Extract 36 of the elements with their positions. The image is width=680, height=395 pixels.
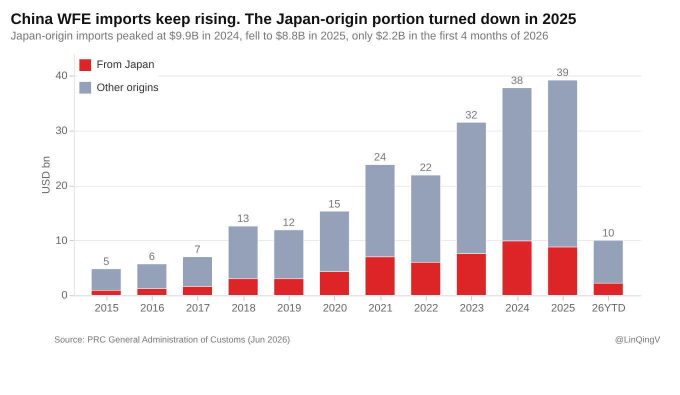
total-label: 13 xyxy=(237,213,250,226)
text: @LinQingV xyxy=(614,334,660,345)
total-label: 38 xyxy=(510,74,524,87)
total-label: 7 xyxy=(194,244,201,256)
y-tick-label: 0 xyxy=(61,290,68,302)
total-label: 32 xyxy=(465,109,478,122)
total-label: 12 xyxy=(282,217,295,230)
total-label: 22 xyxy=(420,162,432,174)
x-tick-label: 2019 xyxy=(277,302,302,315)
y-tick-label: 40 xyxy=(55,70,68,82)
x-tick-label: 26YTD xyxy=(592,302,626,315)
x-tick-label: 2022 xyxy=(414,302,438,315)
x-tick-label: 2023 xyxy=(460,302,484,315)
legend-label: From Japan xyxy=(96,59,154,72)
y-axis-title: USD bn xyxy=(40,156,53,194)
x-tick-label: 2024 xyxy=(505,302,530,315)
x-tick-label: 2018 xyxy=(232,302,256,315)
x-tick-label: 2017 xyxy=(186,302,210,315)
chart-title: China WFE imports keep rising. The Japan-origin portion turned down in 2025 xyxy=(10,11,577,28)
total-label: 6 xyxy=(148,251,155,264)
total-label: 39 xyxy=(556,67,569,80)
chart-subtitle: Japan-origin imports peaked at $9.9B in 2024, fell to $8.8B in 2025, only $2.2B in the first 4 months of 2026 xyxy=(10,30,548,43)
x-tick-label: 2016 xyxy=(140,302,164,315)
x-tick-label: 2021 xyxy=(368,302,393,315)
total-label: 15 xyxy=(328,198,340,210)
x-tick-label: 2015 xyxy=(94,302,119,315)
x-tick-label: 2025 xyxy=(551,302,576,315)
y-tick-label: 10 xyxy=(55,234,68,247)
x-tick-label: 2020 xyxy=(322,302,347,315)
total-label: 24 xyxy=(374,152,386,164)
y-tick-label: 20 xyxy=(55,180,68,192)
total-label: 10 xyxy=(602,227,614,240)
y-tick-label: 30 xyxy=(55,125,68,138)
source-note: Source: PRC General Administration of Customs (Jun 2026) xyxy=(54,334,290,345)
legend-label: Other origins xyxy=(96,82,160,94)
total-label: 5 xyxy=(103,256,110,268)
